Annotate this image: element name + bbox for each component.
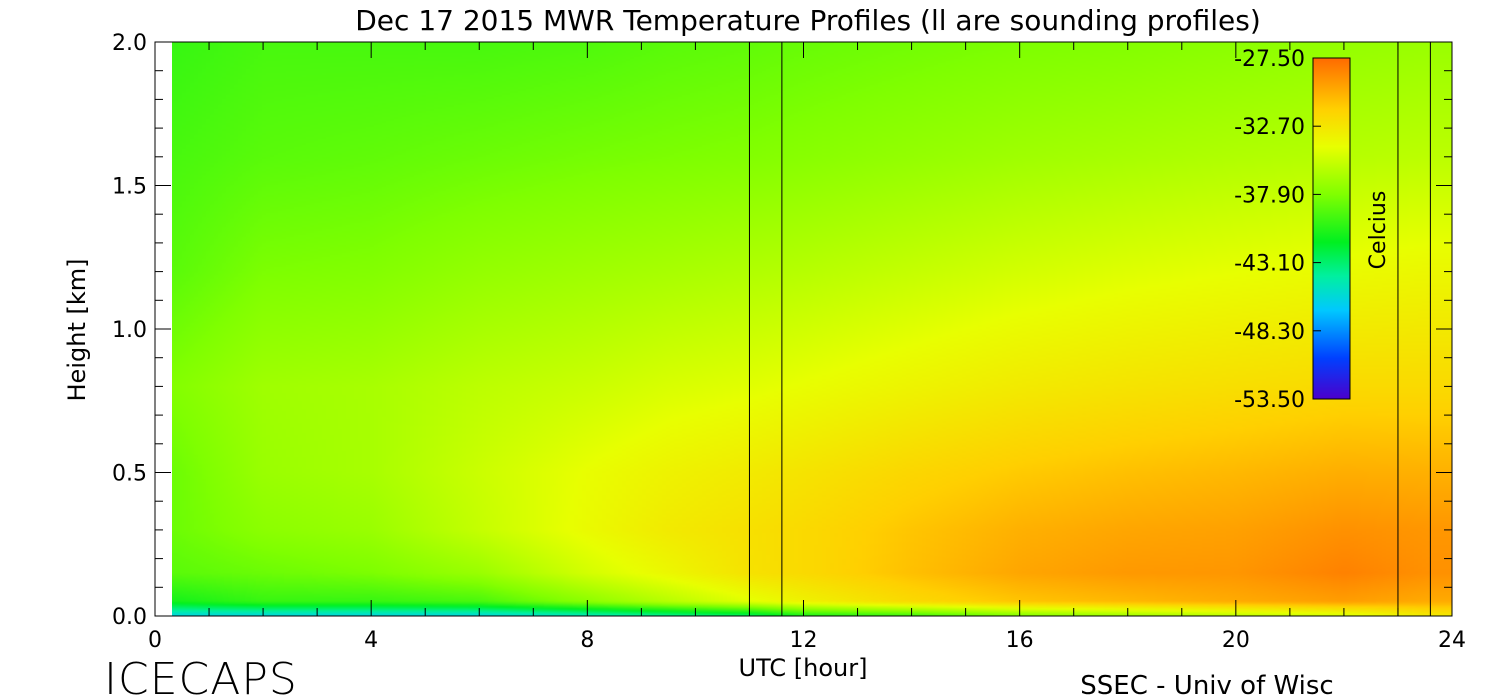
- x-tick-label: 24: [1438, 628, 1466, 653]
- heatmap-layer: [172, 42, 1452, 616]
- x-tick-label: 20: [1222, 628, 1250, 653]
- y-tick-label: 1.5: [112, 175, 147, 200]
- x-tick-label: 8: [580, 628, 594, 653]
- colorbar-ticks: -27.50 -32.70 -37.90 -43.10 -48.30 -53.50: [1234, 47, 1321, 413]
- colorbar: -27.50 -32.70 -37.90 -43.10 -48.30 -53.50 Cel…: [1234, 47, 1391, 413]
- colorbar-tick-label: -37.90: [1234, 183, 1305, 208]
- x-tick-label: 16: [1006, 628, 1034, 653]
- x-axis-label: UTC [hour]: [739, 654, 868, 682]
- x-axis: 0 4 8 12 16 20 24: [148, 42, 1466, 653]
- chart-title: Dec 17 2015 MWR Temperature Profiles (ll…: [355, 4, 1261, 37]
- x-tick-label: 12: [790, 628, 818, 653]
- ssec-credit: SSEC - Univ of Wisc: [1080, 671, 1333, 700]
- y-tick-label: 1.0: [112, 318, 147, 343]
- x-tick-label: 0: [148, 628, 162, 653]
- y-tick-label: 0.5: [112, 462, 147, 487]
- x-tick-label: 4: [364, 628, 378, 653]
- sounding-lines: [748, 42, 1431, 616]
- colorbar-label: Celcius: [1366, 191, 1391, 270]
- colorbar-tick-label: -48.30: [1234, 320, 1305, 345]
- y-axis: 0.0 0.5 1.0 1.5 2.0: [112, 31, 1452, 630]
- y-tick-label: 0.0: [112, 605, 147, 630]
- y-tick-label: 2.0: [112, 31, 147, 56]
- colorbar-gradient: [1312, 57, 1351, 400]
- colorbar-tick-label: -53.50: [1234, 388, 1305, 413]
- icecaps-logo: ICECAPS: [104, 654, 298, 700]
- colorbar-tick-label: -43.10: [1234, 252, 1305, 277]
- heatmap-image: [172, 42, 1452, 616]
- colorbar-tick-label: -27.50: [1234, 47, 1305, 72]
- y-axis-label: Height [km]: [63, 259, 91, 402]
- colorbar-tick-label: -32.70: [1234, 115, 1305, 140]
